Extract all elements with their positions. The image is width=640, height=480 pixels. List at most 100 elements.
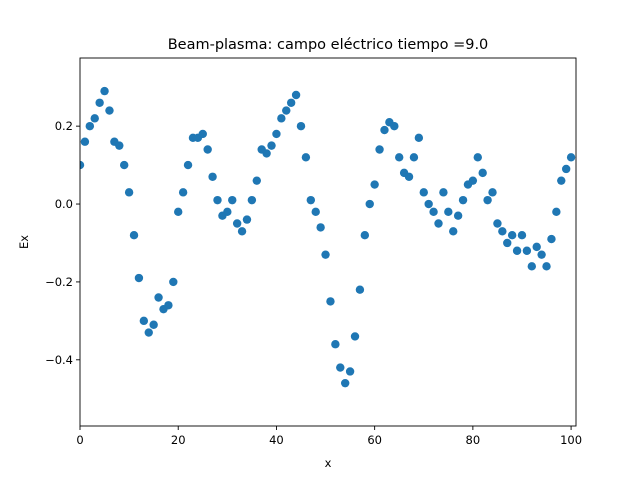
x-tick-label: 20 bbox=[171, 433, 186, 447]
data-point bbox=[340, 378, 350, 388]
data-point bbox=[527, 262, 536, 271]
data-point bbox=[129, 230, 139, 240]
data-point bbox=[493, 219, 502, 228]
data-point bbox=[473, 153, 482, 162]
data-point bbox=[547, 234, 556, 244]
data-point bbox=[370, 180, 379, 189]
data-point bbox=[198, 129, 207, 139]
data-point bbox=[139, 316, 149, 326]
y-tick-label: −0.2 bbox=[45, 275, 73, 289]
data-point bbox=[80, 137, 90, 146]
data-point bbox=[183, 160, 193, 170]
data-point bbox=[409, 153, 419, 162]
data-point bbox=[557, 176, 566, 185]
y-tick-label: 0.0 bbox=[55, 197, 73, 211]
data-point bbox=[444, 207, 453, 217]
data-point bbox=[311, 207, 320, 217]
data-point bbox=[503, 238, 512, 248]
data-point bbox=[424, 199, 433, 209]
data-point bbox=[267, 141, 276, 150]
y-tick-label: −0.4 bbox=[45, 353, 73, 367]
data-point bbox=[331, 340, 340, 349]
data-point bbox=[134, 273, 144, 283]
data-point bbox=[100, 86, 109, 96]
data-point bbox=[522, 246, 532, 255]
data-point bbox=[375, 145, 384, 154]
data-point bbox=[316, 223, 325, 232]
data-point bbox=[120, 160, 129, 170]
data-point bbox=[507, 230, 517, 240]
data-point bbox=[542, 262, 551, 271]
data-point bbox=[458, 195, 468, 205]
chart-title: Beam-plasma: campo eléctrico tiempo =9.0 bbox=[168, 37, 489, 53]
data-point bbox=[80, 160, 85, 170]
data-point bbox=[282, 106, 291, 115]
data-point bbox=[395, 153, 404, 162]
data-point bbox=[498, 227, 507, 236]
data-point bbox=[365, 199, 374, 209]
x-tick-label: 100 bbox=[560, 433, 582, 447]
data-point bbox=[203, 145, 212, 154]
data-point bbox=[169, 277, 178, 287]
data-points bbox=[80, 86, 576, 388]
data-point bbox=[321, 250, 330, 259]
x-axis: 0 20 40 60 80 100 bbox=[76, 426, 582, 447]
data-point bbox=[483, 195, 492, 205]
data-point bbox=[350, 332, 360, 341]
data-point bbox=[453, 211, 463, 220]
x-tick-label: 40 bbox=[269, 433, 284, 447]
x-axis-label: x bbox=[325, 456, 332, 470]
x-tick-label: 0 bbox=[76, 433, 83, 447]
data-point bbox=[390, 121, 399, 131]
data-point bbox=[237, 227, 247, 236]
data-point bbox=[144, 328, 153, 337]
data-point bbox=[306, 195, 316, 205]
data-point bbox=[355, 285, 365, 294]
data-point bbox=[178, 188, 188, 197]
data-point bbox=[360, 230, 370, 240]
data-point bbox=[532, 242, 541, 252]
data-point bbox=[517, 230, 527, 240]
data-point bbox=[404, 172, 414, 181]
data-point bbox=[291, 90, 301, 100]
data-point bbox=[468, 176, 478, 185]
data-point bbox=[434, 219, 443, 228]
data-point bbox=[95, 98, 104, 107]
y-axis-label: Ex bbox=[17, 235, 31, 249]
data-point bbox=[252, 176, 261, 185]
y-tick-label: 0.2 bbox=[55, 119, 73, 133]
x-tick-label: 80 bbox=[466, 433, 481, 447]
data-point bbox=[296, 121, 306, 131]
data-point bbox=[566, 153, 576, 162]
plot-frame bbox=[79, 57, 577, 427]
data-point bbox=[561, 164, 571, 174]
data-point bbox=[414, 133, 424, 143]
data-point bbox=[208, 172, 217, 181]
data-point bbox=[213, 195, 222, 205]
data-point bbox=[105, 106, 114, 115]
data-point bbox=[242, 215, 252, 224]
data-point bbox=[537, 250, 546, 259]
data-point bbox=[149, 320, 158, 329]
data-point bbox=[380, 125, 389, 135]
data-point bbox=[90, 114, 99, 123]
data-point bbox=[439, 188, 448, 197]
data-point bbox=[336, 363, 345, 372]
data-point bbox=[247, 195, 257, 205]
data-point bbox=[124, 188, 134, 197]
data-point bbox=[262, 149, 271, 158]
data-point bbox=[85, 121, 95, 131]
data-point bbox=[277, 114, 286, 123]
data-point bbox=[488, 188, 497, 197]
y-axis: 0.2 0.0 −0.2 −0.4 bbox=[45, 119, 80, 367]
data-point bbox=[478, 168, 487, 178]
data-point bbox=[232, 219, 242, 228]
data-point bbox=[272, 129, 281, 139]
data-point bbox=[115, 141, 124, 150]
data-point bbox=[164, 301, 173, 310]
x-tick-label: 60 bbox=[367, 433, 382, 447]
data-point bbox=[345, 367, 355, 376]
data-point bbox=[154, 293, 163, 302]
